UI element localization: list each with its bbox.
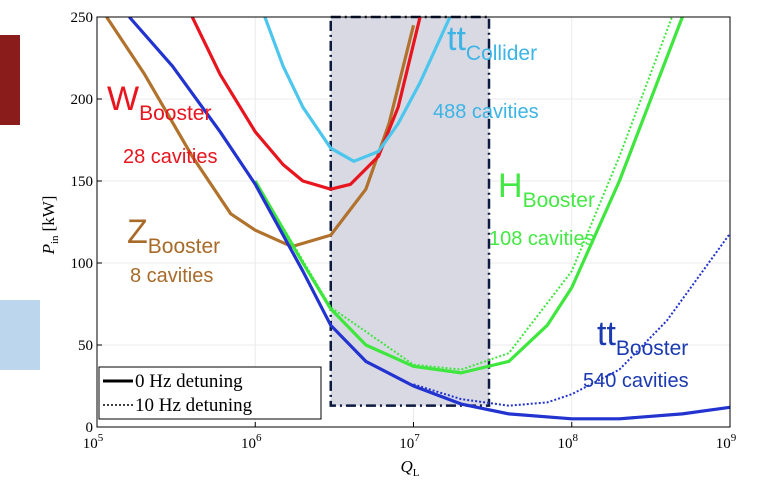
annotation-sub: Collider [466, 42, 537, 65]
annotation-label: ttCollider [447, 20, 537, 65]
annotation-main: H [498, 167, 523, 205]
x-tick-exponent: 8 [573, 432, 579, 444]
x-tick-base: 10 [716, 436, 731, 452]
y-tick-label: 100 [71, 256, 94, 272]
legend-label: 10 Hz detuning [135, 395, 253, 416]
x-tick-label: 108 [558, 432, 579, 452]
curve [413, 232, 730, 407]
region [329, 15, 491, 407]
y-tick-label: 200 [71, 92, 94, 108]
curve [254, 17, 673, 371]
x-tick-label: 109 [716, 432, 737, 452]
x-tick-label: 107 [399, 432, 420, 452]
annotation-main: tt [597, 315, 616, 353]
legend-label: 0 Hz detuning [135, 371, 243, 392]
annotation-sub: Booster [616, 337, 688, 360]
annotation-sub: Booster [523, 189, 595, 212]
plot-lines [105, 17, 730, 421]
y-tick-label: 250 [71, 10, 94, 26]
y-label-unit: [kW] [39, 196, 58, 232]
annotation-note: 540 cavities [583, 370, 689, 392]
background-shape [0, 35, 20, 125]
y-tick-label: 150 [71, 174, 94, 190]
annotation-sub: Booster [148, 235, 220, 258]
annotation-note: 8 cavities [130, 265, 213, 287]
x-tick-label: 106 [241, 432, 262, 452]
annotation-main: Z [127, 213, 148, 251]
x-tick-exponent: 7 [414, 432, 420, 444]
annotation-label: WBooster [107, 80, 211, 125]
curve [253, 17, 684, 375]
curve [190, 17, 422, 191]
curve [263, 17, 452, 163]
annotation-main: tt [447, 20, 466, 58]
x-label-main: Q [400, 457, 412, 476]
y-label-main: P [39, 244, 58, 255]
x-tick-label: 105 [83, 432, 104, 452]
x-tick-base: 10 [241, 436, 256, 452]
annotation-label: HBooster [498, 167, 595, 212]
x-tick-base: 10 [399, 436, 414, 452]
x-tick-exponent: 9 [731, 432, 737, 444]
y-tick-label: 0 [86, 420, 94, 436]
curve [128, 17, 730, 421]
annotation-sub: Booster [139, 102, 211, 125]
y-label-sub: in [49, 235, 61, 244]
y-tick-label: 50 [78, 338, 93, 354]
x-axis-label: QL [400, 457, 419, 479]
legend-box [98, 366, 322, 420]
plot-frame [96, 16, 731, 428]
annotation-label: ttBooster [597, 315, 688, 360]
annotation-label: ZBooster [127, 213, 220, 258]
background-shape [0, 300, 40, 370]
annotation-note: 28 cavities [123, 146, 218, 168]
annotation-note: 108 cavities [489, 228, 595, 250]
x-label-sub: L [413, 467, 420, 479]
x-tick-base: 10 [83, 436, 98, 452]
x-tick-exponent: 6 [256, 432, 262, 444]
x-tick-exponent: 5 [98, 432, 104, 444]
annotation-note: 488 cavities [433, 101, 539, 123]
x-tick-base: 10 [558, 436, 573, 452]
y-axis-label: Pin [kW] [39, 196, 61, 256]
annotation-main: W [107, 80, 139, 118]
